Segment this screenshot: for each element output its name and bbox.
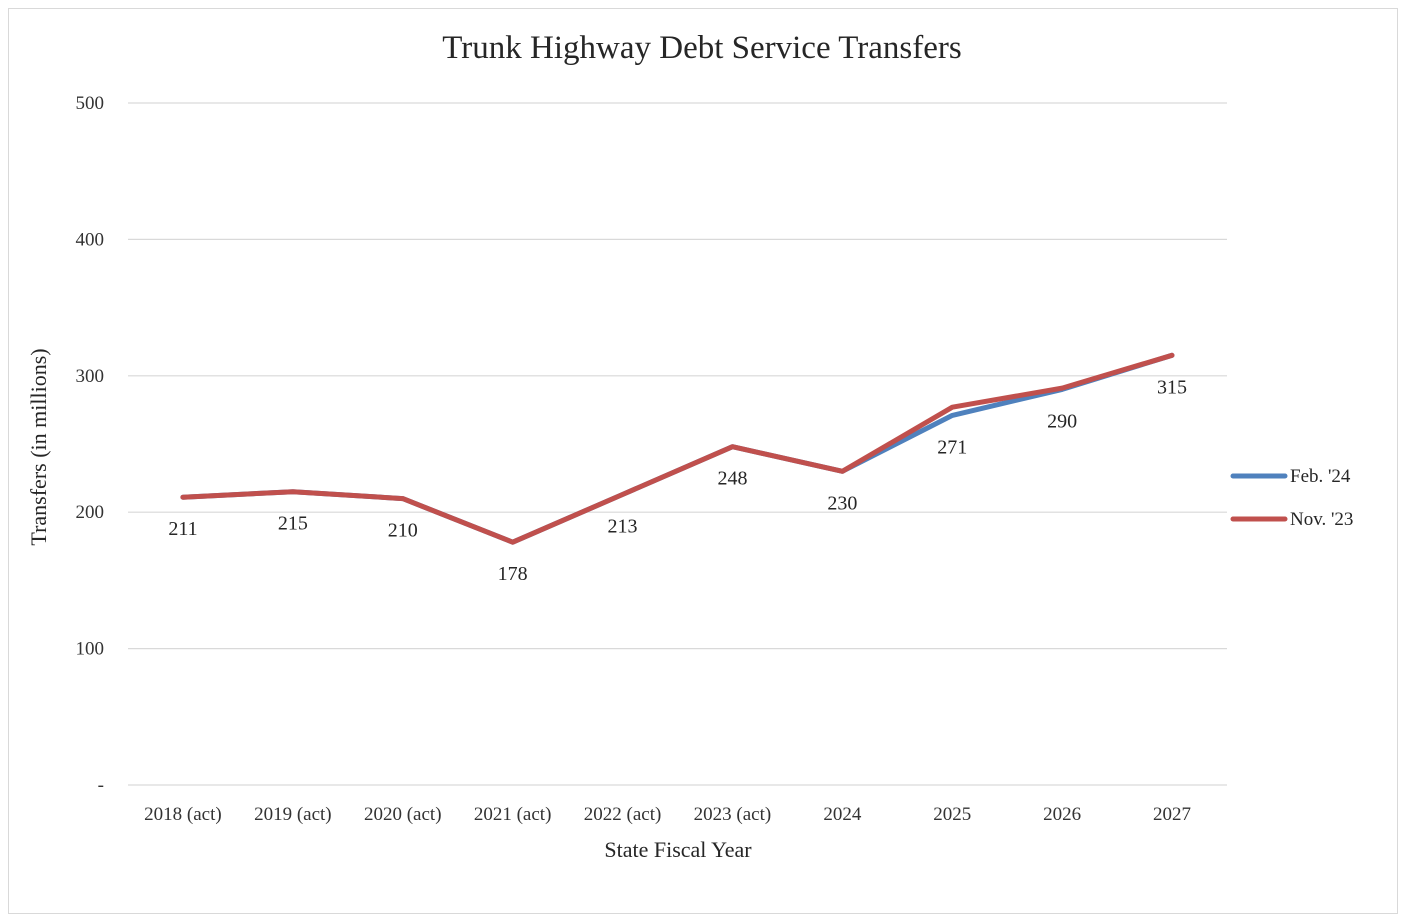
data-label: 211 <box>168 518 197 540</box>
legend-label: Nov. '23 <box>1290 509 1353 530</box>
data-label: 213 <box>608 515 638 537</box>
data-label: 215 <box>278 513 308 535</box>
data-label: 230 <box>827 492 857 514</box>
y-axis-title: Transfers (in millions) <box>26 348 51 545</box>
y-tick-label: 400 <box>76 229 105 250</box>
data-label: 315 <box>1157 376 1187 398</box>
x-axis-ticks: 2018 (act) 2019 (act) 2020 (act) 2021 (act)… <box>144 804 1191 825</box>
series-line-feb-24 <box>180 352 1175 545</box>
data-label: 271 <box>937 436 967 458</box>
y-tick-label: 300 <box>76 366 105 387</box>
data-label: 178 <box>498 563 528 585</box>
series-lines <box>180 352 1175 545</box>
y-axis-ticks: - 100 200 300 400 500 <box>76 93 105 796</box>
x-tick-label: 2018 (act) <box>144 804 222 825</box>
x-axis-title: State Fiscal Year <box>604 837 752 862</box>
x-tick-label: 2022 (act) <box>584 804 662 825</box>
data-label: 210 <box>388 520 418 542</box>
y-tick-label: 500 <box>76 93 105 114</box>
y-tick-label: 200 <box>76 502 105 523</box>
x-tick-label: 2019 (act) <box>254 804 332 825</box>
x-tick-label: 2027 <box>1153 804 1191 825</box>
x-tick-label: 2023 (act) <box>694 804 772 825</box>
data-labels: 211 215 210 178 213 248 230 271 290 315 <box>168 376 1187 585</box>
legend-label: Feb. '24 <box>1290 466 1351 487</box>
chart-title: Trunk Highway Debt Service Transfers <box>442 30 961 66</box>
data-label: 290 <box>1047 410 1077 432</box>
y-tick-label: 100 <box>76 639 105 660</box>
x-tick-label: 2024 <box>823 804 862 825</box>
x-tick-label: 2021 (act) <box>474 804 552 825</box>
x-tick-label: 2026 <box>1043 804 1081 825</box>
gridlines <box>128 102 1227 786</box>
series-line-nov-23 <box>180 352 1175 545</box>
legend: Feb. '24 Nov. '23 <box>1230 466 1353 530</box>
x-tick-label: 2025 <box>933 804 971 825</box>
data-label: 248 <box>717 468 747 490</box>
x-tick-label: 2020 (act) <box>364 804 442 825</box>
y-tick-label: - <box>98 775 104 796</box>
